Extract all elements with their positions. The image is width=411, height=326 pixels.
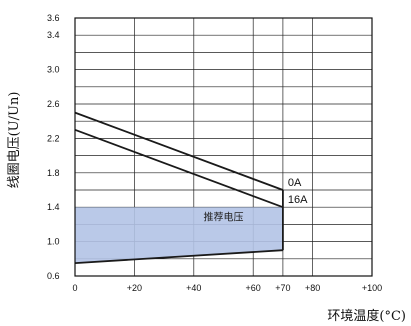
y-tick-label: 1.0 bbox=[47, 237, 60, 247]
series-line-16a bbox=[74, 128, 284, 209]
series-layer bbox=[74, 111, 284, 264]
x-axis-title: 环境温度(°C) bbox=[327, 308, 406, 324]
grid-layer bbox=[75, 18, 372, 276]
y-tick-label: 3.4 bbox=[47, 30, 60, 40]
y-tick-label: 3.6 bbox=[47, 13, 60, 23]
series-line-0a bbox=[74, 111, 284, 191]
y-axis-title: 线圈电压(U/Un) bbox=[7, 92, 22, 189]
y-tick-label: 2.2 bbox=[47, 133, 60, 143]
x-tick-label: +20 bbox=[127, 283, 142, 293]
y-tick-label: 3.0 bbox=[47, 65, 60, 75]
y-tick-label: 2.6 bbox=[47, 99, 60, 109]
recommended-voltage-region bbox=[75, 207, 283, 264]
x-tick-label: +70 bbox=[275, 283, 290, 293]
x-tick-label: +80 bbox=[305, 283, 320, 293]
plot-frame bbox=[74, 17, 373, 277]
x-tick-label: +60 bbox=[246, 283, 261, 293]
y-tick-label: 1.8 bbox=[47, 168, 60, 178]
y-tick-label: 0.6 bbox=[47, 271, 60, 281]
x-tick-label: 0 bbox=[72, 283, 77, 293]
y-tick-label: 1.4 bbox=[47, 202, 60, 212]
series-label-0a: 0A bbox=[288, 177, 302, 189]
anno-layer: 0A 16A 推荐电压 bbox=[204, 177, 309, 224]
x-tick-label: +40 bbox=[186, 283, 201, 293]
lower-limit-line bbox=[74, 249, 283, 264]
fill-layer bbox=[75, 207, 283, 264]
tick-layer: 0.6 1.0 1.4 1.8 2.2 2.6 3.0 3.4 3.6 0 +20 +40 +60 +70… bbox=[47, 13, 382, 293]
x-tick-label: +100 bbox=[362, 283, 382, 293]
recommended-voltage-label: 推荐电压 bbox=[204, 211, 244, 224]
series-label-16a: 16A bbox=[288, 194, 308, 206]
